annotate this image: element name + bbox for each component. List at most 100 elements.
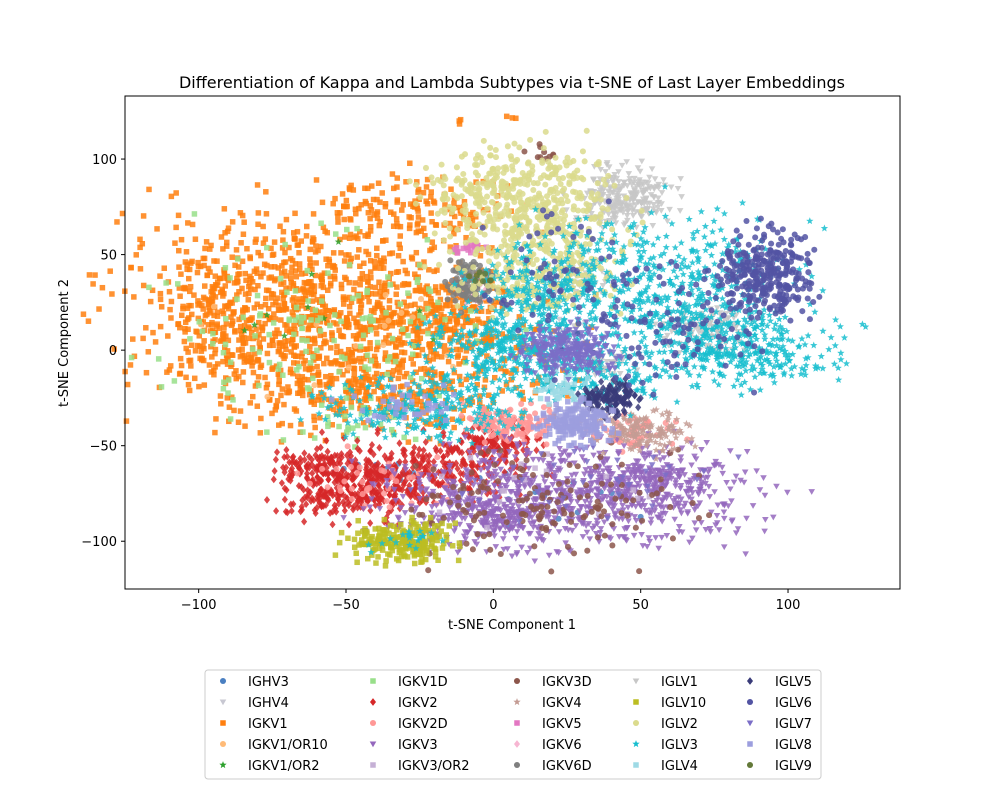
data-point [272,330,278,337]
data-point [526,511,533,518]
data-point [176,285,183,291]
data-point [237,353,244,360]
data-point [412,436,419,443]
data-point [513,551,521,558]
data-point [405,332,411,339]
data-point [299,496,306,505]
data-point [214,309,221,316]
data-point [407,160,413,167]
data-point [625,464,632,470]
data-point [317,382,323,388]
data-point [192,348,199,354]
data-point [158,384,165,390]
data-point [192,236,199,242]
data-point [282,241,288,248]
data-point [288,270,294,276]
data-point [425,330,431,337]
data-point [638,531,645,538]
data-point [424,312,430,319]
data-point [471,331,478,338]
data-point [168,315,174,321]
data-point [195,302,201,308]
data-point [377,421,384,427]
data-point [289,336,296,343]
data-point [460,533,468,540]
data-point [506,407,513,414]
data-point [367,203,374,209]
data-point [431,244,438,251]
data-point [324,470,331,479]
data-point [490,456,497,463]
data-point [369,472,376,481]
data-point [349,475,356,484]
data-point [209,354,215,360]
data-point [484,353,490,359]
data-point [419,217,426,223]
data-point [446,499,454,506]
data-point [385,508,392,517]
data-point [367,215,373,222]
data-point [236,373,242,380]
data-point [808,489,816,495]
data-point [401,463,409,470]
data-point [367,340,373,346]
data-point [497,455,504,464]
data-point [491,468,499,475]
data-point [418,320,425,326]
data-point [264,350,271,357]
data-point [342,234,348,240]
data-point [618,510,625,517]
data-point [303,500,310,509]
data-point [432,307,438,313]
data-point [291,352,297,359]
data-point [280,295,286,302]
data-point [322,228,328,235]
data-point [460,456,467,464]
data-point [383,335,389,341]
data-point [527,477,535,484]
data-point [428,421,434,427]
data-point [257,313,263,319]
data-point [213,416,219,422]
data-point [266,359,273,366]
data-point [392,358,399,365]
data-point [389,498,396,506]
data-point [291,322,297,329]
data-point [376,474,383,482]
data-point [421,365,428,372]
data-point [288,341,295,347]
data-point [476,510,483,517]
data-point [677,485,684,492]
data-point [258,415,264,422]
data-point [467,342,473,348]
data-point [345,426,351,433]
data-point [426,387,432,394]
data-point [410,351,416,357]
data-point [678,529,686,536]
data-point [284,327,290,334]
data-point [283,463,290,472]
data-point [367,345,373,352]
data-point [359,491,366,498]
data-point [473,304,480,311]
data-point [323,373,329,380]
data-point [491,374,498,381]
data-point [250,321,259,329]
data-point [173,190,179,196]
data-point [630,497,637,504]
data-point [345,346,352,353]
data-point [345,382,352,389]
data-point [612,495,619,502]
data-point [342,323,349,330]
data-point [457,469,464,478]
data-point [501,417,508,424]
data-point [492,544,500,550]
data-point [639,517,646,524]
data-point [385,317,392,324]
data-point [413,249,420,256]
data-point [545,509,552,516]
data-point [446,469,454,476]
data-point [406,468,413,477]
data-point [279,263,285,269]
data-point [310,375,316,382]
